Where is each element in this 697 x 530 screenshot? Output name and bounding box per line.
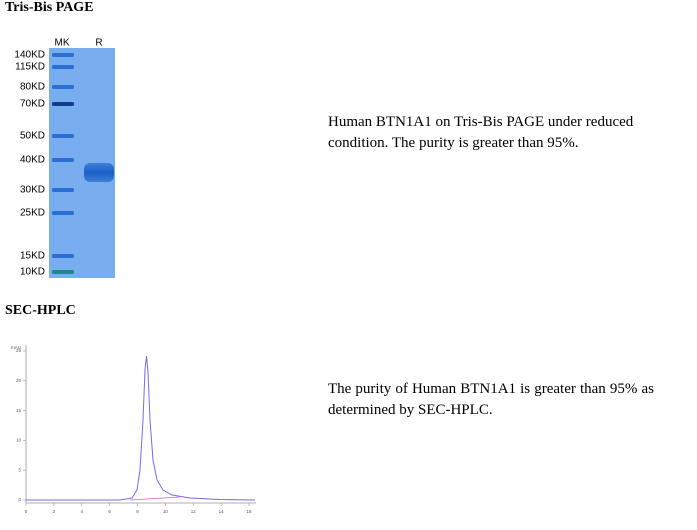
gel-title: Tris-Bis PAGE bbox=[5, 0, 94, 15]
baseline bbox=[129, 496, 181, 501]
y-tick-label: 0 bbox=[18, 497, 21, 502]
marker-label: 40KD bbox=[20, 155, 45, 166]
marker-band bbox=[52, 65, 74, 69]
marker-band bbox=[52, 53, 74, 57]
y-tick-label: 25 bbox=[16, 348, 22, 353]
x-tick-label: 14 bbox=[219, 509, 225, 514]
y-tick-label: 15 bbox=[16, 408, 22, 413]
marker-label: 10KD bbox=[20, 267, 45, 278]
marker-band bbox=[52, 102, 74, 106]
y-tick-label: 5 bbox=[18, 467, 21, 472]
marker-label: 50KD bbox=[20, 131, 45, 142]
marker-band bbox=[52, 134, 74, 138]
marker-label: 30KD bbox=[20, 185, 45, 196]
sample-band bbox=[84, 163, 114, 182]
x-tick-label: 16 bbox=[247, 509, 253, 514]
marker-label: 115KD bbox=[15, 62, 45, 73]
marker-band bbox=[52, 254, 74, 258]
marker-label: 70KD bbox=[20, 99, 45, 110]
hplc-description: The purity of Human BTN1A1 is greater th… bbox=[328, 381, 654, 418]
marker-label: 15KD bbox=[20, 251, 45, 262]
y-tick-label: 20 bbox=[16, 378, 22, 383]
marker-band bbox=[52, 85, 74, 89]
hplc-title: SEC-HPLC bbox=[5, 303, 76, 318]
x-tick-label: 2 bbox=[53, 509, 56, 514]
marker-label: 140KD bbox=[14, 50, 45, 61]
x-tick-label: 12 bbox=[191, 509, 197, 514]
marker-label: 80KD bbox=[20, 82, 45, 93]
x-tick-label: 8 bbox=[136, 509, 139, 514]
y-axis-label: mAU bbox=[11, 345, 21, 350]
x-tick-label: 6 bbox=[108, 509, 111, 514]
marker-band bbox=[52, 158, 74, 162]
x-tick-label: 10 bbox=[163, 509, 169, 514]
marker-band bbox=[52, 188, 74, 192]
lane-label: MK bbox=[55, 38, 70, 49]
x-tick-label: 0 bbox=[25, 509, 28, 514]
marker-band bbox=[52, 270, 74, 274]
marker-band bbox=[52, 211, 74, 215]
y-tick-label: 10 bbox=[16, 438, 22, 443]
lane-label: R bbox=[95, 38, 102, 49]
gel-description: Human BTN1A1 on Tris-Bis PAGE under redu… bbox=[328, 114, 634, 151]
marker-label: 25KD bbox=[20, 208, 45, 219]
chromatogram bbox=[26, 355, 256, 501]
x-tick-label: 4 bbox=[80, 509, 83, 514]
